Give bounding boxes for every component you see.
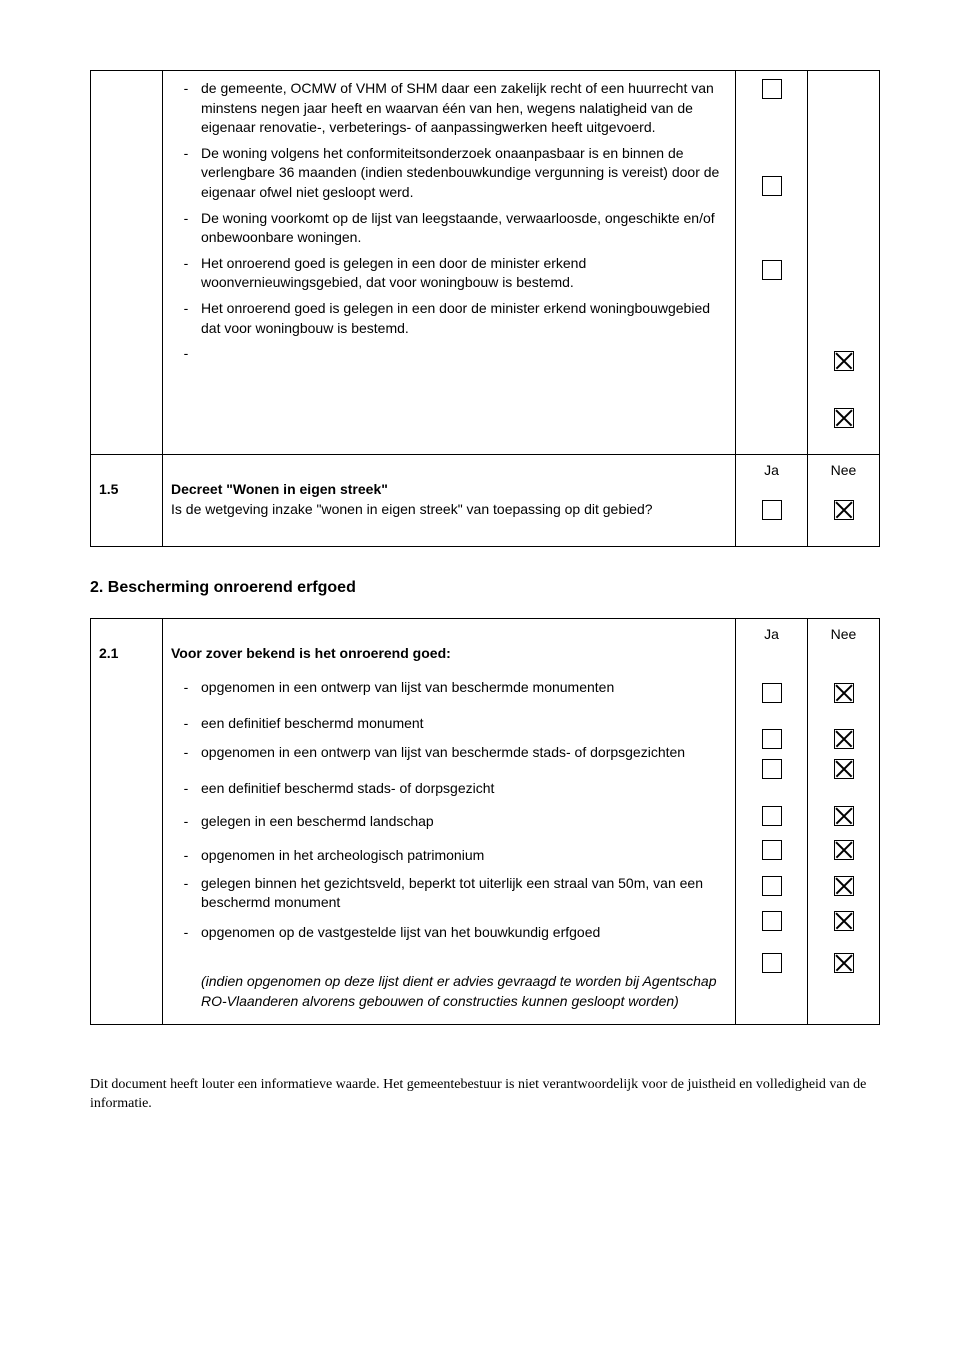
row-title: Voor zover bekend is het onroerend goed: <box>171 645 451 661</box>
checkbox-nee[interactable] <box>834 729 854 749</box>
bullet-row: - Het onroerend goed is gelegen in een d… <box>171 254 727 293</box>
checkbox-nee[interactable] <box>834 840 854 860</box>
bullet-dash: - <box>171 812 201 832</box>
cell-num-2-1: 2.1 <box>91 618 163 1024</box>
checkbox-nee[interactable] <box>834 806 854 826</box>
bullet-dash: - <box>171 254 201 293</box>
bullet-text: De woning volgens het conformiteitsonder… <box>201 144 727 203</box>
bullet-text: Het onroerend goed is gelegen in een doo… <box>201 254 727 293</box>
bullet-row: - opgenomen in het archeologisch patrimo… <box>171 846 727 866</box>
checkbox-ja[interactable] <box>762 176 782 196</box>
table1-row-top: - de gemeente, OCMW of VHM of SHM daar e… <box>91 71 880 455</box>
bullet-text: de gemeente, OCMW of VHM of SHM daar een… <box>201 79 727 138</box>
checkbox-ja[interactable] <box>762 806 782 826</box>
bullet-dash: - <box>171 846 201 866</box>
table-section-2: 2.1 Voor zover bekend is het onroerend g… <box>90 618 880 1025</box>
page-footer: Dit document heeft louter een informatie… <box>90 1075 880 1114</box>
bullet-text: opgenomen op de vastgestelde lijst van h… <box>201 923 727 943</box>
bullet-row: - gelegen binnen het gezichtsveld, beper… <box>171 874 727 913</box>
cell-num-empty <box>91 71 163 455</box>
table-section-1: - de gemeente, OCMW of VHM of SHM daar e… <box>90 70 880 547</box>
cell-ja-top <box>736 71 808 455</box>
bullet-text: opgenomen in een ontwerp van lijst van b… <box>201 743 727 763</box>
cell-ja-2-1: Ja <box>736 618 808 1024</box>
bullet-dash: - <box>171 923 201 943</box>
checkbox-ja[interactable] <box>762 840 782 860</box>
checkbox-nee[interactable] <box>834 500 854 520</box>
checkbox-ja[interactable] <box>762 911 782 931</box>
cell-ja-1-5: Ja <box>736 454 808 547</box>
bullet-text: Het onroerend goed is gelegen in een doo… <box>201 299 727 338</box>
checkbox-nee[interactable] <box>834 683 854 703</box>
note-text: (indien opgenomen op deze lijst dient er… <box>201 972 727 1011</box>
bullet-row: - de gemeente, OCMW of VHM of SHM daar e… <box>171 79 727 138</box>
checkbox-nee[interactable] <box>834 876 854 896</box>
bullet-row: - Het onroerend goed is gelegen in een d… <box>171 299 727 338</box>
bullet-text: gelegen binnen het gezichtsveld, beperkt… <box>201 874 727 913</box>
bullet-dash: - <box>171 344 201 364</box>
nee-header: Nee <box>831 462 857 478</box>
bullet-row: - opgenomen op de vastgestelde lijst van… <box>171 923 727 943</box>
bullet-dash: - <box>171 779 201 799</box>
checkbox-nee[interactable] <box>834 759 854 779</box>
checkbox-nee[interactable] <box>834 351 854 371</box>
table1-row-1-5: 1.5 Decreet "Wonen in eigen streek" Is d… <box>91 454 880 547</box>
bullet-dash: - <box>171 743 201 763</box>
bullet-text: De woning voorkomt op de lijst van leegs… <box>201 209 727 248</box>
cell-nee-1-5: Nee <box>808 454 880 547</box>
checkbox-nee[interactable] <box>834 953 854 973</box>
bullet-dash-blank <box>171 972 201 1011</box>
section-2-heading: 2. Bescherming onroerend erfgoed <box>90 577 880 599</box>
checkbox-ja[interactable] <box>762 729 782 749</box>
checkbox-ja[interactable] <box>762 683 782 703</box>
cell-content-2-1: Voor zover bekend is het onroerend goed:… <box>163 618 736 1024</box>
bullet-text: een definitief beschermd stads- of dorps… <box>201 779 727 799</box>
bullet-dash: - <box>171 714 201 734</box>
row-question: Is de wetgeving inzake "wonen in eigen s… <box>171 501 653 517</box>
bullet-text: gelegen in een beschermd landschap <box>201 812 727 832</box>
ja-header: Ja <box>764 626 779 642</box>
checkbox-ja[interactable] <box>762 500 782 520</box>
checkbox-ja[interactable] <box>762 953 782 973</box>
bullet-dash: - <box>171 299 201 338</box>
cell-num-1-5: 1.5 <box>91 454 163 547</box>
bullet-text-empty <box>201 344 727 364</box>
checkbox-ja[interactable] <box>762 876 782 896</box>
checkbox-ja[interactable] <box>762 79 782 99</box>
checkbox-ja[interactable] <box>762 759 782 779</box>
bullet-dash: - <box>171 144 201 203</box>
bullet-dash: - <box>171 79 201 138</box>
bullet-row: - gelegen in een beschermd landschap <box>171 812 727 832</box>
checkbox-nee[interactable] <box>834 408 854 428</box>
bullet-text: opgenomen in het archeologisch patrimoni… <box>201 846 727 866</box>
note-row: (indien opgenomen op deze lijst dient er… <box>171 972 727 1011</box>
row-title: Decreet "Wonen in eigen streek" <box>171 481 388 497</box>
bullet-text: opgenomen in een ontwerp van lijst van b… <box>201 678 727 698</box>
checkbox-nee[interactable] <box>834 911 854 931</box>
checkbox-ja[interactable] <box>762 260 782 280</box>
bullet-row: - opgenomen in een ontwerp van lijst van… <box>171 678 727 698</box>
bullet-text: een definitief beschermd monument <box>201 714 727 734</box>
nee-header: Nee <box>831 626 857 642</box>
cell-content-top: - de gemeente, OCMW of VHM of SHM daar e… <box>163 71 736 455</box>
bullet-dash: - <box>171 209 201 248</box>
bullet-row: - een definitief beschermd monument <box>171 714 727 734</box>
cell-nee-2-1: Nee <box>808 618 880 1024</box>
ja-header: Ja <box>764 462 779 478</box>
bullet-dash: - <box>171 874 201 913</box>
bullet-row: - opgenomen in een ontwerp van lijst van… <box>171 743 727 763</box>
cell-content-1-5: Decreet "Wonen in eigen streek" Is de we… <box>163 454 736 547</box>
bullet-row: - De woning voorkomt op de lijst van lee… <box>171 209 727 248</box>
table2-row: 2.1 Voor zover bekend is het onroerend g… <box>91 618 880 1024</box>
bullet-row: - De woning volgens het conformiteitsond… <box>171 144 727 203</box>
bullet-dash: - <box>171 678 201 698</box>
bullet-row: - een definitief beschermd stads- of dor… <box>171 779 727 799</box>
cell-nee-top <box>808 71 880 455</box>
bullet-row: - <box>171 344 727 364</box>
